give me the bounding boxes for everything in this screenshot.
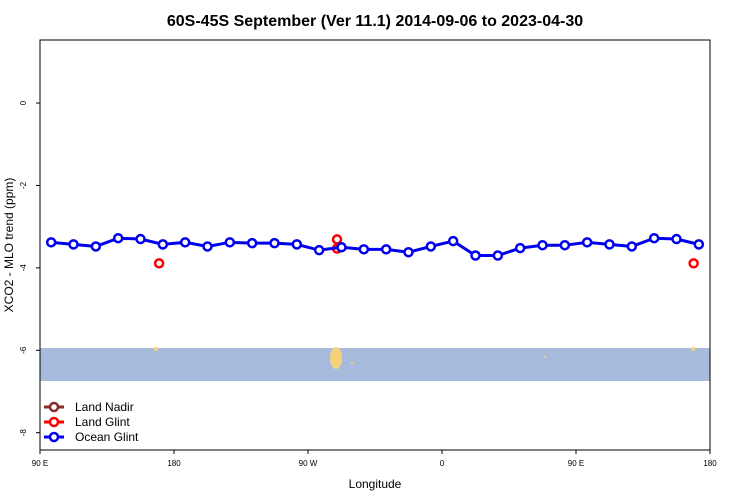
y-tick-label: -4 — [19, 264, 28, 272]
legend-label: Ocean Glint — [75, 430, 139, 444]
x-tick-label: 90 E — [568, 459, 584, 468]
data-point — [403, 246, 414, 258]
data-point — [559, 239, 571, 251]
y-tick-label: -6 — [19, 346, 28, 354]
data-point — [291, 239, 303, 250]
data-point — [626, 241, 638, 252]
data-point — [447, 235, 459, 247]
legend-label: Land Nadir — [75, 400, 134, 414]
land — [350, 361, 354, 365]
land — [544, 356, 546, 358]
legend-marker — [48, 401, 60, 413]
data-point — [358, 244, 370, 255]
data-point — [224, 237, 236, 248]
data-point — [604, 239, 615, 250]
data-point — [693, 239, 705, 250]
data-point — [45, 237, 57, 248]
data-point — [157, 239, 169, 250]
x-tick-label: 90 W — [299, 459, 318, 468]
data-point — [336, 242, 347, 253]
data-point — [470, 250, 481, 261]
data-point — [135, 233, 146, 245]
land — [330, 347, 342, 369]
plot-frame — [39, 39, 711, 451]
data-point — [581, 237, 593, 248]
y-axis-label: XCO2 - MLO trend (ppm) — [2, 178, 16, 313]
data-point — [514, 242, 526, 254]
chart-title: 60S-45S September (Ver 11.1) 2014-09-06 … — [167, 13, 583, 30]
y-tick-label: 0 — [19, 100, 28, 105]
x-axis-label: Longitude — [349, 477, 402, 491]
series-line — [51, 236, 700, 258]
data-point — [671, 233, 682, 245]
ocean-band — [40, 348, 710, 381]
map-strip — [40, 347, 710, 381]
data-point — [313, 244, 325, 256]
data-point — [537, 239, 548, 251]
x-tick-label: 90 E — [32, 459, 48, 468]
data-point — [179, 237, 191, 248]
data-point — [202, 241, 213, 252]
data-point — [153, 258, 165, 269]
data-point — [112, 232, 124, 244]
y-tick-label: -8 — [19, 429, 28, 437]
land — [154, 347, 158, 351]
y-tick-label: -2 — [19, 181, 28, 189]
legend-marker — [48, 416, 60, 428]
data-point — [688, 258, 699, 269]
data-point — [246, 237, 258, 249]
data-point — [90, 241, 102, 252]
x-tick-label: 180 — [703, 459, 717, 468]
data-point — [380, 244, 392, 255]
legend-label: Land Glint — [75, 415, 130, 429]
data-point — [269, 237, 280, 249]
data-point — [648, 232, 660, 244]
data-point — [425, 241, 437, 252]
x-tick-label: 180 — [167, 459, 181, 468]
land — [691, 347, 695, 351]
data-point — [492, 250, 504, 261]
legend-marker — [48, 431, 60, 443]
x-tick-label: 0 — [440, 459, 445, 468]
data-point — [331, 234, 343, 245]
data-point — [68, 239, 79, 250]
